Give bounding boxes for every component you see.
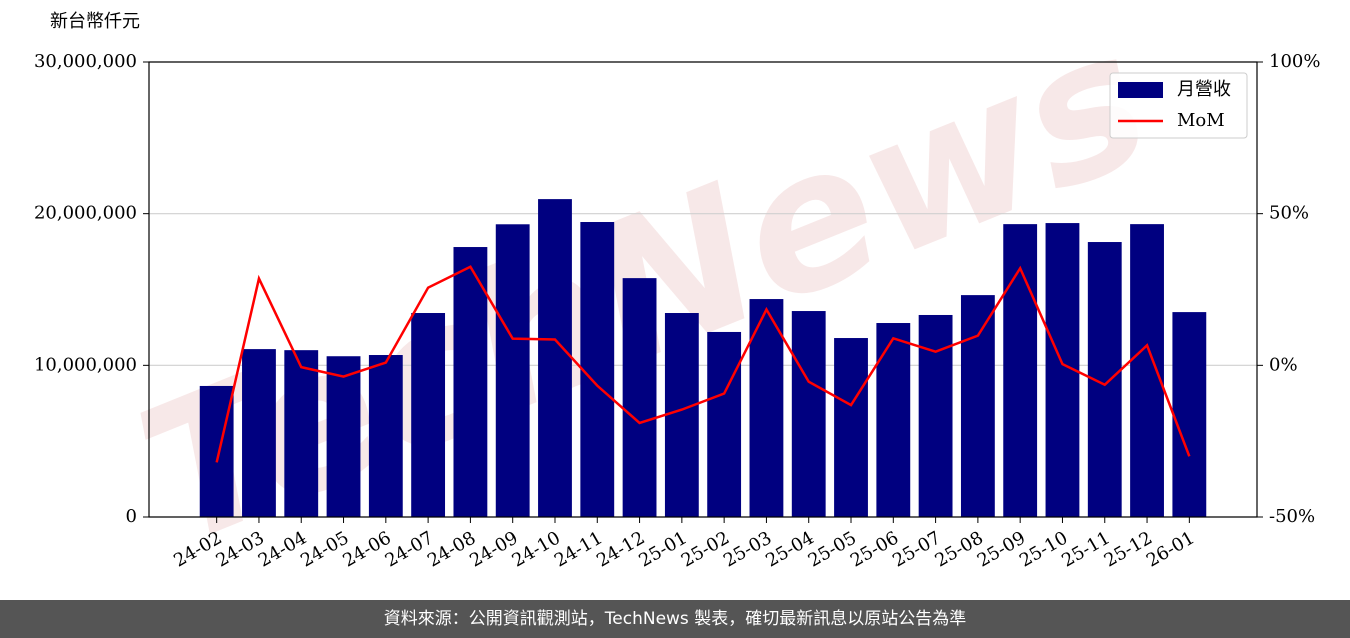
bar — [749, 299, 784, 517]
source-footer: 資料來源：公開資訊觀測站，TechNews 製表，確切最新訊息以原站公告為準 — [0, 600, 1350, 638]
legend-label: 月營收 — [1177, 79, 1231, 100]
bar — [1172, 312, 1207, 517]
line — [215, 265, 1191, 463]
bar — [791, 311, 826, 517]
bar — [834, 338, 868, 517]
bar — [453, 247, 488, 518]
legend: 月營收 MoM — [1109, 72, 1248, 139]
y2-tick-label: 50% — [1269, 203, 1309, 224]
bar — [876, 323, 911, 517]
chart: 新台幣仟元 TechNews010,000,00020,000,00030,00… — [34, 0, 1321, 588]
legend-swatch — [1118, 82, 1163, 98]
bar — [580, 222, 615, 517]
bar — [326, 356, 361, 517]
bar — [1130, 224, 1164, 518]
y2-tick-label: -50% — [1269, 506, 1315, 527]
bar — [538, 199, 572, 517]
bar — [284, 350, 319, 517]
y-tick-label: 20,000,000 — [34, 203, 137, 224]
y2-tick-label: 100% — [1269, 51, 1320, 72]
y-tick-label: 10,000,000 — [34, 354, 137, 375]
bar — [495, 224, 530, 518]
bar — [664, 313, 699, 517]
y-axis-label: 新台幣仟元 — [50, 11, 140, 32]
bar — [707, 331, 742, 517]
bar — [411, 313, 446, 517]
legend-label: MoM — [1177, 110, 1225, 131]
y2-tick-label: 0% — [1269, 354, 1298, 375]
plot-frame — [148, 61, 1258, 518]
bar — [368, 355, 403, 517]
bar — [199, 385, 234, 517]
y-tick-label: 30,000,000 — [34, 51, 137, 72]
bar — [918, 314, 953, 517]
bar — [242, 349, 276, 517]
x-tick-label: 26-01 — [1143, 527, 1198, 571]
y-tick-label: 0 — [126, 506, 137, 527]
bar — [1003, 224, 1038, 518]
bar — [622, 278, 657, 517]
bar — [960, 295, 995, 517]
